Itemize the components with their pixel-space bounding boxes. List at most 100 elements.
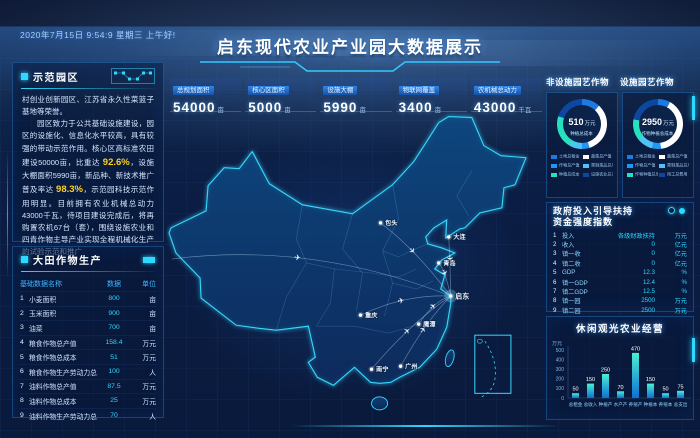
bar-value-label: 50 (662, 387, 668, 393)
x-axis-label: 总租金 (569, 401, 583, 408)
row-unit: 万元 (142, 384, 156, 392)
legend-label: 作物总产值 (635, 163, 656, 169)
y-axis-tick: 500 (556, 348, 565, 354)
row-index: 3 (20, 324, 24, 332)
stat-unit: 千瓦 (518, 107, 532, 114)
row-name: 油菜 (29, 325, 43, 333)
demo-park-text: 村创业创新园区、江苏省永久性菜篮子基地等荣誉。 园区致力于公共基础设施建设，园区… (13, 92, 163, 260)
bar (617, 391, 624, 398)
flight-route-line (171, 254, 451, 297)
row-index: 1 (553, 231, 557, 239)
row-name: 油料作物总产值 (29, 384, 77, 392)
row-index: 7 (553, 288, 557, 296)
city-marker (378, 221, 383, 225)
legend-item: 作物种植总成本 (627, 171, 658, 178)
row-name: 镇一收 (562, 251, 581, 259)
row-name: 粮食作物总成本 (29, 355, 77, 363)
city-label: 鹰潭 (423, 320, 436, 328)
row-value: 87.5 (107, 382, 121, 390)
donut-chart: 2950万元 作物种植总成本 (633, 99, 683, 149)
row-index: 9 (553, 306, 557, 314)
y-axis-unit: 万元 (552, 341, 562, 347)
legend-label: 果制菜品总产值 (666, 163, 690, 169)
divider (21, 88, 155, 89)
city-marker (358, 313, 363, 317)
row-value: 0 (651, 259, 655, 267)
highlight-value: 98.3% (56, 184, 83, 196)
y-axis-tick: 300 (556, 367, 565, 373)
x-axis-label: 养殖产 (629, 401, 643, 408)
bar (572, 393, 579, 398)
bar-value-label: 75 (677, 384, 683, 390)
page-title-wrap: 启东现代农业产业园大数据展示 (200, 33, 500, 73)
bar (647, 383, 654, 398)
highlight-value: 92.6% (102, 156, 130, 168)
government-table: 1 投入 各级财政扶持 万元 2 收入 0 亿元 3 镇一收 0 亿元 4 镇二… (553, 231, 687, 316)
stat-unit: 亩 (359, 107, 366, 114)
city-label: 南宁 (376, 366, 388, 374)
demo-park-paragraph: 村创业创新园区、江苏省永久性菜篮子基地等荣誉。 (22, 95, 154, 117)
row-name: 玉米面积 (29, 311, 57, 319)
legend-item: 种植总成本 (551, 171, 582, 178)
bottom-line-decoration (290, 425, 560, 427)
row-index: 4 (553, 259, 557, 267)
row-name: 收入 (562, 242, 575, 250)
stat-label: 设施大棚 (323, 86, 358, 95)
airplane-icon: ✈ (445, 255, 454, 262)
row-unit: 人 (149, 413, 156, 421)
stat-value: 5000 (248, 100, 283, 115)
bar (677, 390, 684, 398)
y-axis-tick: 100 (556, 386, 565, 392)
flight-route-line (448, 236, 452, 297)
row-index: 4 (20, 339, 24, 347)
flight-route-line (371, 295, 451, 370)
panel-government: 政府投入引导扶持 资金强度指数 1 投入 各级财政扶持 万元 2 收入 0 亿元… (546, 202, 694, 315)
row-value: 25 (110, 397, 118, 405)
table-row: 6 镇一GDP 12.4 % (553, 277, 687, 287)
row-name: 投入 (562, 232, 575, 240)
donut-center-label: 作物种植总成本 (642, 130, 674, 137)
row-unit: 亩 (149, 296, 156, 304)
row-value: 100 (108, 368, 120, 376)
row-index: 7 (20, 382, 24, 390)
stat-box: 核心区面积 5000 亩 (245, 78, 317, 115)
airplane-icon: ✈ (439, 268, 450, 278)
bar-value-label: 150 (646, 377, 655, 383)
legend-swatch-icon (551, 172, 557, 177)
row-name: 油料作物总成本 (29, 398, 77, 406)
legend-item: 蔬菜总产值 (658, 153, 690, 160)
legend-swatch-icon (658, 163, 665, 168)
bar-value-label: 70 (617, 385, 623, 391)
province-borders (276, 170, 473, 334)
field-crop-title: 大田作物生产 (33, 256, 102, 267)
city-label: 青岛 (443, 259, 455, 267)
page-title: 启东现代农业产业园大数据展示 (217, 38, 483, 57)
legend-label: 蔬菜总产值 (666, 154, 688, 160)
china-map: ✈ ✈ ✈ ✈ ✈ ✈ ✈ ✈ 包头 大连 青岛 启东 重庆 鹰潭 南宁 广州 (166, 110, 542, 432)
legend-item: 用工总费用 (658, 171, 690, 178)
legend-swatch-icon (551, 163, 557, 168)
x-axis-label: 水产产 (614, 401, 628, 408)
row-index: 6 (20, 368, 24, 376)
donut-center-unit: 万元 (663, 120, 675, 127)
datetime-text: 2020年7月15日 9:54:9 星期三 上午好! (20, 30, 176, 40)
stat-label: 物联网覆盖 (398, 86, 440, 95)
table-row: 9 油料作物生产劳动力总… 70 人 (20, 407, 156, 423)
row-index: 2 (20, 309, 24, 317)
left-edge-decoration (7, 150, 8, 280)
stat-label: 总规划面积 (173, 86, 214, 95)
circles-decoration (668, 207, 685, 214)
bar (602, 374, 609, 398)
stat-label: 核心区面积 (248, 86, 289, 95)
donut-center-value: 2950 (641, 116, 662, 127)
x-axis-label: 养殖本 (659, 401, 673, 408)
table-row: 4 镇二收 0 亿元 (553, 259, 687, 268)
panel-field-crop: 大田作物生产 基础数据名称 数据 单位 1 小麦面积 800 亩 2 玉米面积 … (12, 246, 164, 421)
stats-row: 总规划面积 54000 亩 核心区面积 5000 亩 设施大棚 5990 亩 物联网覆… (170, 78, 543, 115)
x-axis-label: 总收入 (584, 401, 598, 408)
row-unit: 万元 (142, 340, 156, 348)
legend-item: 果制菜品总产值 (582, 162, 613, 169)
legend-item: 作物总产值 (551, 162, 582, 169)
row-index: 9 (20, 412, 24, 420)
row-index: 2 (553, 241, 557, 249)
